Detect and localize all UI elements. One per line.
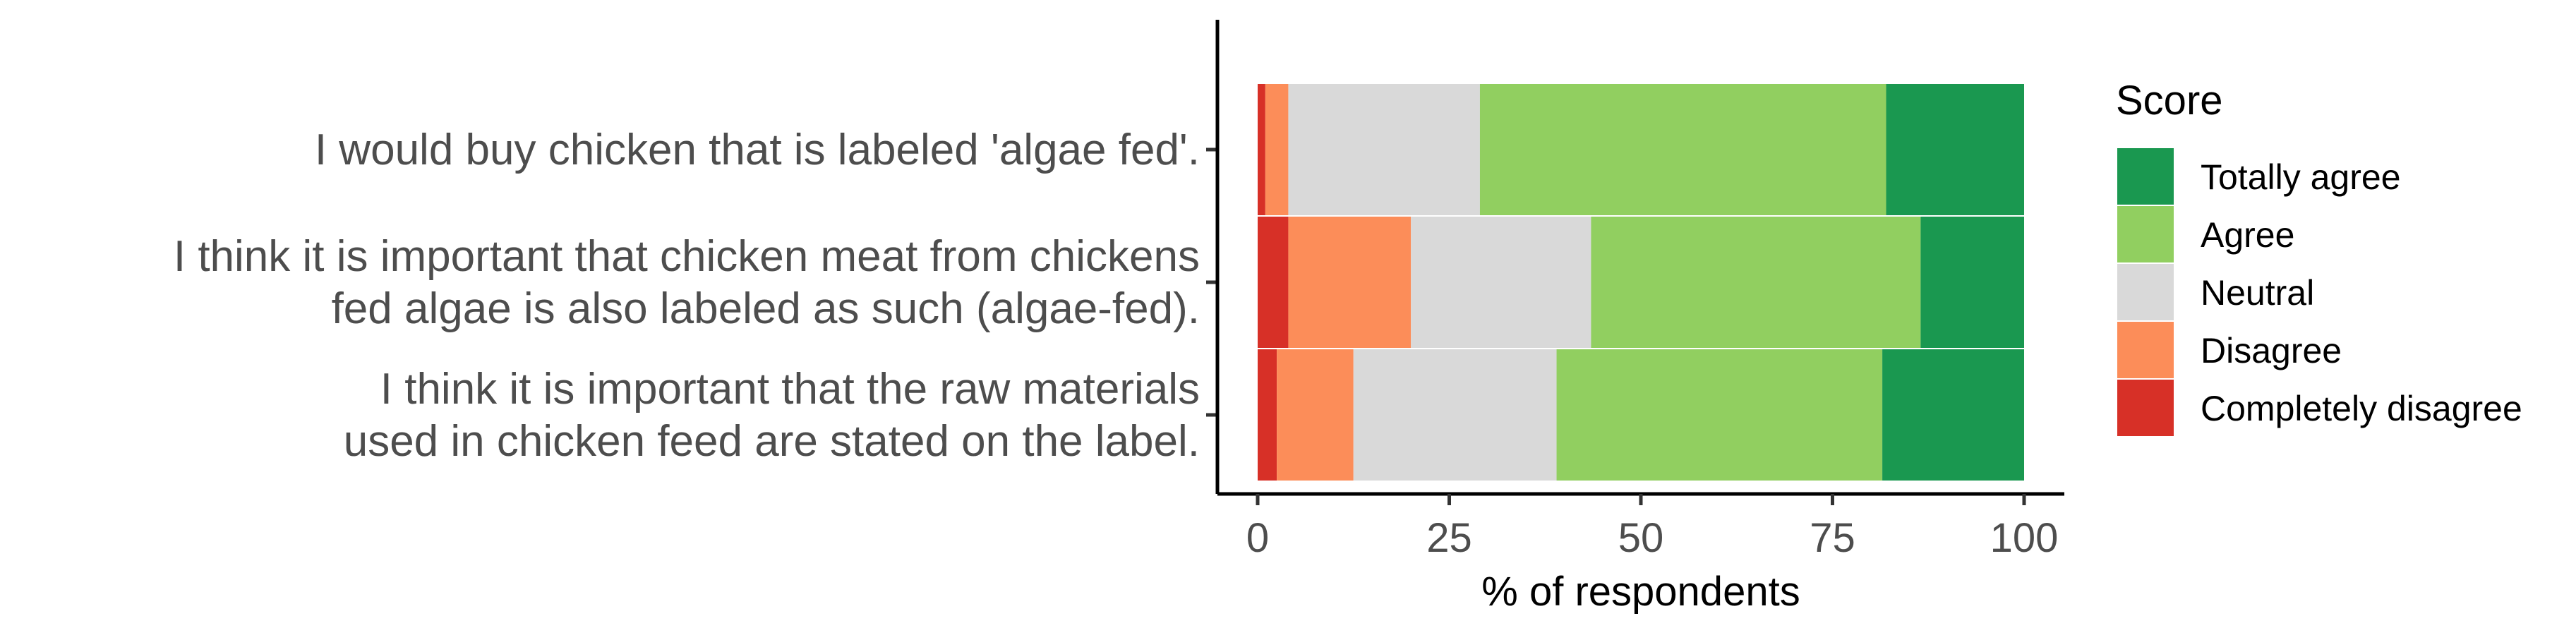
bar-segment-agree-row-1: [1479, 84, 1886, 215]
bar-segment-totally-agree-row-1: [1886, 84, 2024, 215]
x-axis-ticks: 0 25 50 75 100: [1246, 494, 2059, 561]
legend-items: Totally agree Agree Neutral Disagree Complet…: [2117, 148, 2522, 436]
x-tick-label-75: 75: [1810, 515, 1855, 561]
category-label-row-2-line-2: fed algae is also labeled as such (algae…: [332, 284, 1200, 333]
bar-segment-totally-agree-row-3: [1882, 349, 2024, 481]
legend-swatch-agree: [2117, 206, 2174, 262]
bar-segment-neutral-row-3: [1353, 349, 1557, 481]
legend-label-completely-disagree: Completely disagree: [2201, 389, 2522, 428]
category-label-row-3-line-1: I think it is important that the raw mat…: [380, 365, 1200, 413]
category-label-row-3-line-2: used in chicken feed are stated on the l…: [344, 417, 1200, 466]
category-labels: I would buy chicken that is labeled 'alg…: [174, 126, 1217, 466]
legend-swatch-neutral: [2117, 264, 2174, 320]
legend-label-totally-agree: Totally agree: [2201, 157, 2401, 197]
legend-swatch-disagree: [2117, 322, 2174, 378]
bar-segment-totally-agree-row-2: [1920, 217, 2024, 348]
legend-label-agree: Agree: [2201, 215, 2294, 255]
legend-swatch-totally-agree: [2117, 148, 2174, 205]
legend-swatch-completely-disagree: [2117, 380, 2174, 436]
bar-segment-agree-row-3: [1556, 349, 1883, 481]
legend: Score Totally agree Agree Neutral Disagree C…: [2116, 78, 2522, 436]
category-label-row-1-line-1: I would buy chicken that is labeled 'alg…: [315, 126, 1200, 174]
x-tick-label-100: 100: [1990, 515, 2059, 561]
x-axis-title: % of respondents: [1481, 569, 1800, 615]
legend-label-neutral: Neutral: [2201, 273, 2314, 313]
bar-segment-completely-disagree-row-2: [1258, 217, 1289, 348]
bar-segment-neutral-row-1: [1288, 84, 1480, 215]
bar-segment-disagree-row-2: [1288, 217, 1412, 348]
category-label-row-2-line-1: I think it is important that chicken mea…: [174, 232, 1200, 281]
legend-title: Score: [2116, 78, 2223, 123]
bar-segment-neutral-row-2: [1411, 217, 1591, 348]
bar-segment-completely-disagree-row-3: [1258, 349, 1277, 481]
bar-segment-completely-disagree-row-1: [1258, 84, 1265, 215]
legend-label-disagree: Disagree: [2201, 331, 2342, 370]
bars-layer: [1258, 84, 2024, 481]
bar-segment-disagree-row-1: [1265, 84, 1289, 215]
x-tick-label-25: 25: [1426, 515, 1472, 561]
bar-segment-agree-row-2: [1591, 217, 1921, 348]
x-tick-label-0: 0: [1246, 515, 1269, 561]
bar-segment-disagree-row-3: [1277, 349, 1354, 481]
x-tick-label-50: 50: [1618, 515, 1664, 561]
